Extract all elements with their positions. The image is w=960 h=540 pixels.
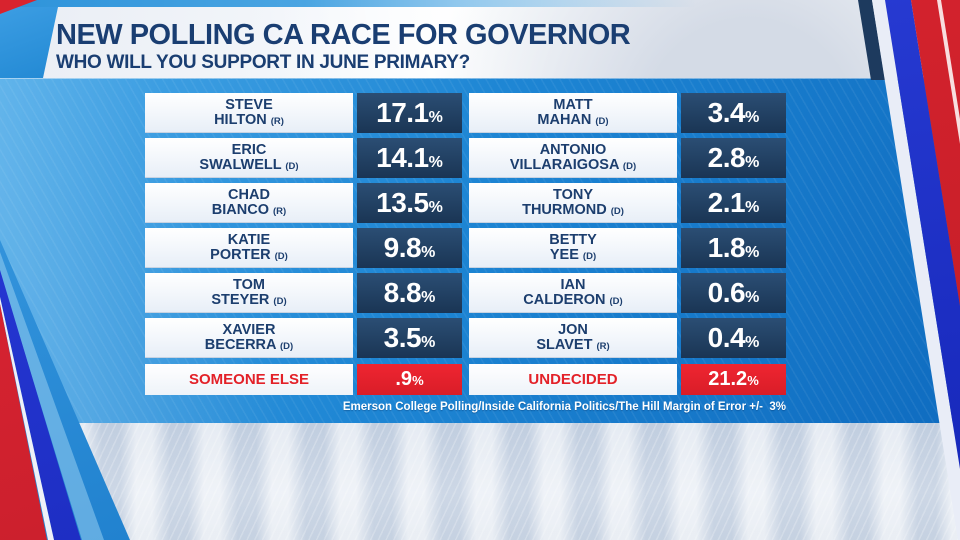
- undecided-pct-cell: 21.2%: [681, 364, 786, 395]
- candidate-first-name: ANTONIO: [539, 141, 607, 158]
- percent-sign: %: [412, 373, 424, 388]
- party-label: (D): [285, 161, 299, 172]
- candidate-last-name: VILLARAIGOSA (D): [509, 157, 637, 173]
- percent-sign: %: [745, 109, 760, 126]
- percent-sign: %: [745, 244, 760, 261]
- percent-sign: %: [745, 334, 760, 351]
- candidate-last-name: CALDERON (D): [523, 292, 623, 308]
- undecided-label-cell: UNDECIDED: [469, 364, 677, 395]
- percent-sign: %: [421, 334, 436, 351]
- candidate-last-name: BIANCO (R): [211, 202, 287, 218]
- candidate-pct-cell: 17.1%: [357, 93, 462, 133]
- candidate-name-cell: KATIE PORTER (D): [145, 228, 353, 268]
- candidate-pct-cell: 8.8%: [357, 273, 462, 313]
- party-label: (D): [622, 161, 637, 172]
- percent-sign: %: [745, 289, 760, 306]
- someone-else-pct-cell: .9%: [357, 364, 462, 395]
- candidate-last-name: PORTER (D): [210, 247, 288, 263]
- candidate-first-name: XAVIER: [222, 321, 276, 338]
- candidate-pct-cell: 3.5%: [357, 318, 462, 358]
- candidate-last-name: SWALWELL (D): [199, 157, 299, 173]
- top-blue-strip: [0, 0, 870, 7]
- candidate-name-cell: TOM STEYER (D): [145, 273, 353, 313]
- candidate-name-cell: ERIC SWALWELL (D): [145, 138, 353, 178]
- percent-sign: %: [421, 244, 436, 261]
- someone-else-label-cell: SOMEONE ELSE: [145, 364, 353, 395]
- header: NEW POLLING CA RACE FOR GOVERNOR WHO WIL…: [56, 19, 631, 74]
- candidate-pct-cell: 2.8%: [681, 138, 786, 178]
- percent-sign: %: [421, 289, 436, 306]
- right-name-column: MATT MAHAN (D) ANTONIO VILLARAIGOSA (D) TO…: [469, 93, 677, 358]
- party-label: (D): [595, 116, 609, 127]
- candidate-first-name: KATIE: [227, 231, 271, 248]
- candidate-name-cell: JON SLAVET (R): [469, 318, 677, 358]
- candidate-last-name: THURMOND (D): [522, 202, 624, 218]
- left-name-column: STEVE HILTON (R) ERIC SWALWELL (D) CHAD BIA…: [145, 93, 353, 358]
- top-marble-band: [0, 0, 960, 78]
- bottom-column-band: [0, 422, 960, 540]
- party-label: (D): [280, 341, 294, 352]
- candidate-pct-cell: 0.4%: [681, 318, 786, 358]
- party-label: (R): [270, 116, 284, 127]
- percent-sign: %: [745, 199, 760, 216]
- candidate-pct-cell: 13.5%: [357, 183, 462, 223]
- candidate-name-cell: ANTONIO VILLARAIGOSA (D): [469, 138, 677, 178]
- page-subtitle: WHO WILL YOU SUPPORT IN JUNE PRIMARY?: [56, 52, 470, 74]
- party-label: (D): [582, 251, 597, 262]
- candidate-name-cell: MATT MAHAN (D): [469, 93, 677, 133]
- candidate-first-name: TOM: [233, 276, 265, 293]
- source-attribution: Emerson College Polling/Inside Californi…: [342, 401, 786, 413]
- candidate-name-cell: TONY THURMOND (D): [469, 183, 677, 223]
- candidate-last-name: STEYER (D): [211, 292, 287, 308]
- candidate-first-name: CHAD: [228, 186, 270, 203]
- candidate-name-cell: STEVE HILTON (R): [145, 93, 353, 133]
- percent-sign: %: [428, 109, 443, 126]
- party-label: (D): [609, 296, 623, 307]
- candidate-last-name: SLAVET (R): [536, 337, 610, 353]
- candidate-pct-cell: 1.8%: [681, 228, 786, 268]
- party-label: (R): [596, 341, 610, 352]
- party-label: (D): [273, 296, 287, 307]
- candidate-first-name: TONY: [552, 186, 594, 203]
- candidate-last-name: YEE (D): [549, 247, 597, 263]
- percent-sign: %: [428, 154, 443, 171]
- candidate-pct-cell: 14.1%: [357, 138, 462, 178]
- candidate-pct-cell: 0.6%: [681, 273, 786, 313]
- candidate-last-name: BECERRA (D): [204, 337, 294, 353]
- candidate-name-cell: BETTY YEE (D): [469, 228, 677, 268]
- candidate-first-name: MATT: [553, 96, 593, 113]
- percent-sign: %: [747, 373, 759, 388]
- candidate-first-name: IAN: [560, 276, 586, 293]
- candidate-first-name: ERIC: [231, 141, 267, 158]
- candidate-last-name: HILTON (R): [214, 112, 284, 128]
- candidate-first-name: JON: [558, 321, 588, 338]
- candidate-pct-cell: 9.8%: [357, 228, 462, 268]
- candidate-last-name: MAHAN (D): [537, 112, 609, 128]
- percent-sign: %: [745, 154, 760, 171]
- candidate-name-cell: XAVIER BECERRA (D): [145, 318, 353, 358]
- candidate-pct-cell: 3.4%: [681, 93, 786, 133]
- candidate-first-name: BETTY: [549, 231, 597, 248]
- candidate-name-cell: CHAD BIANCO (R): [145, 183, 353, 223]
- party-label: (R): [273, 206, 287, 217]
- right-pct-column: 3.4% 2.8% 2.1% 1.8% 0.6% 0.4%: [681, 93, 786, 358]
- percent-sign: %: [428, 199, 443, 216]
- candidate-first-name: STEVE: [225, 96, 273, 113]
- party-label: (D): [274, 251, 288, 262]
- candidate-name-cell: IAN CALDERON (D): [469, 273, 677, 313]
- left-pct-column: 17.1% 14.1% 13.5% 9.8% 8.8% 3.5%: [357, 93, 462, 358]
- candidate-pct-cell: 2.1%: [681, 183, 786, 223]
- page-title: NEW POLLING CA RACE FOR GOVERNOR: [56, 19, 631, 51]
- party-label: (D): [610, 206, 624, 217]
